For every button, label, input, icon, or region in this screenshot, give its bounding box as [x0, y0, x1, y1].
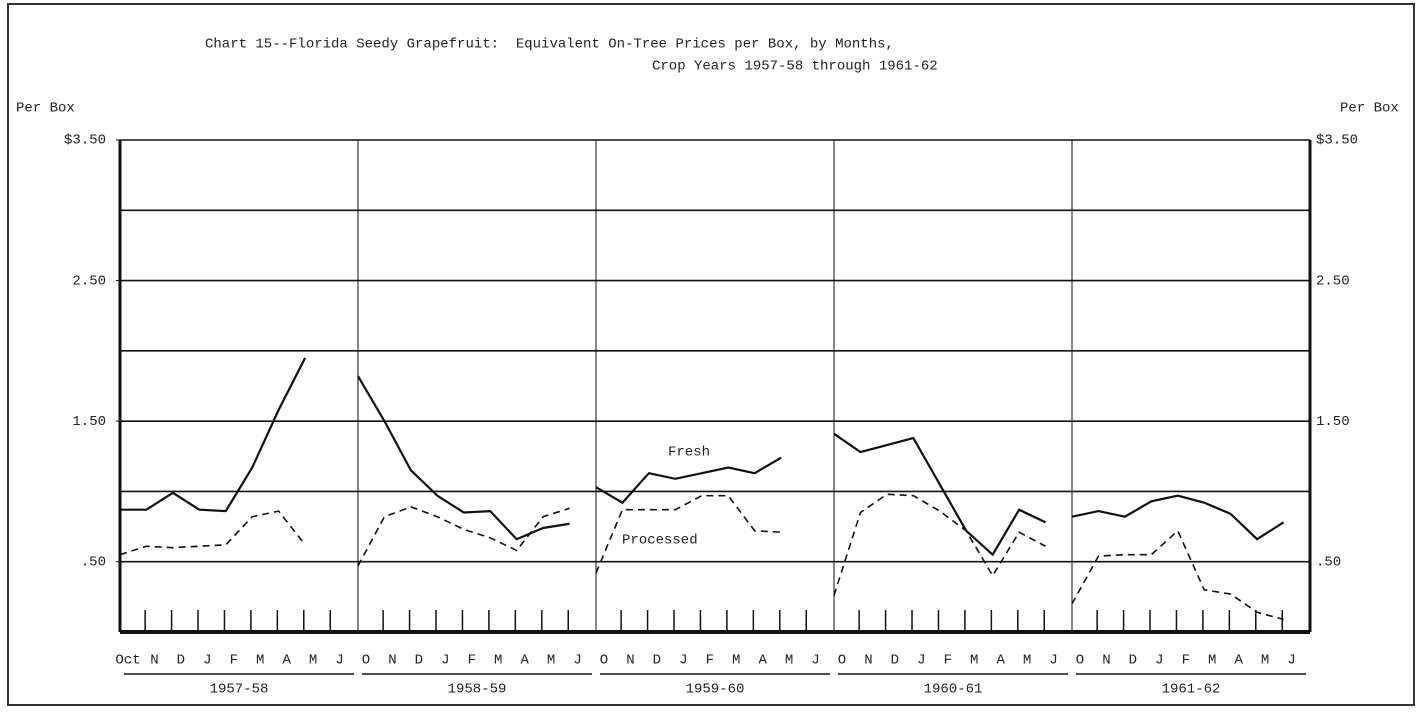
series-annotation: Fresh — [668, 445, 710, 461]
series-line — [833, 432, 1047, 557]
x-tick-label: J — [441, 653, 449, 669]
y2-tick-label: 2.50 — [1316, 273, 1350, 289]
x-tick-label: A — [282, 653, 291, 669]
x-tick-label: J — [573, 653, 581, 669]
y-tick-label: $3.50 — [64, 133, 106, 149]
chart-subtitle: Crop Years 1957-58 through 1961-62 — [652, 59, 938, 75]
x-tick-label: N — [1102, 653, 1110, 669]
x-tick-label: A — [520, 653, 529, 669]
x-tick-label: F — [706, 653, 714, 669]
x-tick-label: M — [1261, 653, 1269, 669]
year-label: 1960-61 — [924, 682, 983, 698]
series-annotation: Processed — [622, 533, 698, 549]
x-tick-label: J — [203, 653, 211, 669]
x-tick-label: F — [468, 653, 476, 669]
x-tick-label: M — [547, 653, 555, 669]
x-tick-label: D — [891, 653, 899, 669]
x-tick-label: O — [1076, 653, 1084, 669]
y2-axis-label: Per Box — [1340, 101, 1399, 117]
x-tick-label: J — [1287, 653, 1295, 669]
y-tick-label: 1.50 — [72, 414, 106, 430]
year-label: 1959-60 — [686, 682, 745, 698]
y-tick-label: 2.50 — [72, 273, 106, 289]
x-tick-label: A — [1234, 653, 1243, 669]
series-line — [595, 456, 782, 505]
x-tick-label: F — [230, 653, 238, 669]
year-label: 1958-59 — [448, 682, 507, 698]
x-tick-label: J — [1049, 653, 1057, 669]
x-tick-label: Oct — [115, 653, 140, 669]
x-tick-label: M — [256, 653, 264, 669]
x-tick-label: M — [1208, 653, 1216, 669]
frame — [7, 3, 1415, 706]
x-tick-label: N — [388, 653, 396, 669]
x-tick-label: M — [732, 653, 740, 669]
x-tick-label: M — [494, 653, 502, 669]
series-line — [833, 493, 1046, 596]
x-tick-label: N — [150, 653, 158, 669]
x-tick-label: M — [970, 653, 978, 669]
x-tick-label: A — [996, 653, 1005, 669]
x-tick-label: O — [362, 653, 370, 669]
series-line — [1071, 494, 1285, 541]
x-tick-label: J — [679, 653, 687, 669]
x-tick-label: O — [838, 653, 846, 669]
y2-tick-label: 1.50 — [1316, 414, 1350, 430]
x-tick-label: D — [177, 653, 185, 669]
series-line — [357, 506, 570, 567]
x-tick-label: J — [335, 653, 343, 669]
y-axis-label: Per Box — [16, 101, 75, 117]
x-tick-label: N — [626, 653, 634, 669]
x-tick-label: M — [309, 653, 317, 669]
x-tick-label: D — [653, 653, 661, 669]
series-line — [1071, 529, 1284, 621]
x-tick-label: M — [1023, 653, 1031, 669]
y2-tick-label: .50 — [1316, 554, 1341, 570]
series-line — [120, 357, 307, 513]
x-tick-label: D — [415, 653, 423, 669]
x-tick-label: F — [1182, 653, 1190, 669]
x-tick-label: F — [944, 653, 952, 669]
x-tick-label: A — [758, 653, 767, 669]
x-tick-label: J — [811, 653, 819, 669]
series-line — [119, 510, 306, 556]
y-tick-label: .50 — [81, 554, 106, 570]
x-tick-label: N — [864, 653, 872, 669]
x-tick-label: O — [600, 653, 608, 669]
year-label: 1961-62 — [1162, 682, 1221, 698]
series-line — [357, 375, 570, 541]
x-tick-label: J — [917, 653, 925, 669]
year-label: 1957-58 — [210, 682, 269, 698]
series-line — [595, 494, 782, 574]
x-tick-label: M — [785, 653, 793, 669]
x-tick-label: D — [1129, 653, 1137, 669]
chart-title: Chart 15--Florida Seedy Grapefruit: Equi… — [205, 37, 894, 53]
x-tick-label: J — [1155, 653, 1163, 669]
y2-tick-label: $3.50 — [1316, 133, 1358, 149]
